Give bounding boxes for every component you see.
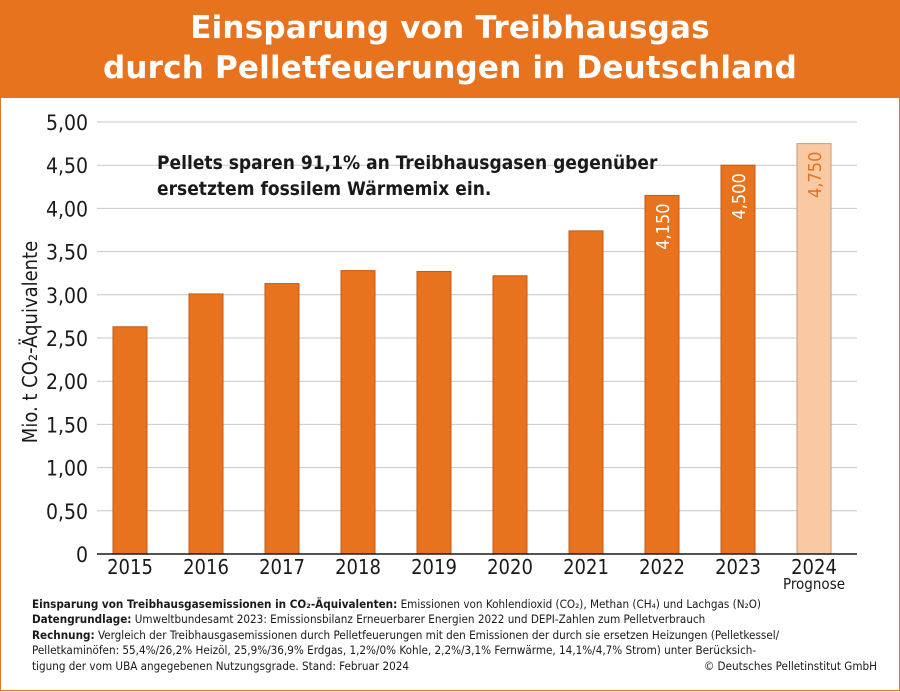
x-tick-label: 2020 xyxy=(487,555,533,579)
footer-line-3-heading: Rechnung: xyxy=(32,627,95,642)
y-tick-label: 0 xyxy=(76,543,88,567)
bar-value-label: 4,150 xyxy=(653,203,674,249)
x-tick-label: 2022 xyxy=(639,555,685,579)
x-tick-label: 2017 xyxy=(259,555,305,579)
bar xyxy=(644,194,680,555)
annotation-text: Pellets sparen 91,1% an Treibhausgasen g… xyxy=(157,152,658,174)
x-tick-label: 2016 xyxy=(183,555,229,579)
footer-line-3-text: Vergleich der Treibhausgasemissionen dur… xyxy=(94,627,780,642)
bar-forecast xyxy=(796,143,832,555)
x-tick-label: 2021 xyxy=(563,555,609,579)
bar xyxy=(492,275,528,555)
y-tick-label: 4,50 xyxy=(46,154,88,178)
copyright-notice: © Deutsches Pelletinstitut GmbH xyxy=(703,658,877,673)
bar xyxy=(264,283,300,555)
bar xyxy=(568,230,604,555)
bar xyxy=(416,270,452,555)
y-tick-label: 3,50 xyxy=(46,241,88,265)
footer-notes: Einsparung von Treibhausgasemissionen in… xyxy=(32,597,877,674)
footer-line-5: tigung der vom UBA angegebenen Nutzungsg… xyxy=(32,658,409,673)
footer-line-1: Einsparung von Treibhausgasemissionen in… xyxy=(32,597,877,612)
bar xyxy=(720,164,756,555)
chart-title-line-2: durch Pelletfeuerungen in Deutschland xyxy=(103,50,797,86)
bar xyxy=(340,270,376,555)
x-tick-sublabel: Prognose xyxy=(783,575,845,593)
x-tick-label: 2023 xyxy=(715,555,761,579)
bar-value-label: 4,500 xyxy=(729,173,750,219)
x-tick-label: 2019 xyxy=(411,555,457,579)
y-tick-label: 2,50 xyxy=(46,327,88,351)
y-tick-label: 2,00 xyxy=(46,370,88,394)
annotation-text: ersetztem fossilem Wärmemix ein. xyxy=(157,178,491,200)
y-tick-label: 5,00 xyxy=(46,111,88,135)
footer-line-4: Pelletkaminöfen: 55,4%/26,2% Heizöl, 25,… xyxy=(32,643,757,658)
footer-line-3: Rechnung: Vergleich der Treibhausgasemis… xyxy=(32,628,877,643)
x-tick-label: 2015 xyxy=(107,555,153,579)
y-tick-label: 1,50 xyxy=(46,413,88,437)
footer-line-2-text: Umweltbundesamt 2023: Emissionsbilanz Er… xyxy=(131,612,706,627)
bar xyxy=(188,293,224,555)
x-tick-label: 2018 xyxy=(335,555,381,579)
chart-title-line-1: Einsparung von Treibhausgas xyxy=(190,10,710,46)
footer-line-2-heading: Datengrundlage: xyxy=(32,612,132,627)
footer-line-2: Datengrundlage: Umweltbundesamt 2023: Em… xyxy=(32,612,877,627)
footer-line-1-text: Emissionen von Kohlendioxid (CO₂), Metha… xyxy=(397,597,761,611)
footer-line-1-heading: Einsparung von Treibhausgasemissionen in… xyxy=(32,597,398,611)
y-tick-label: 4,00 xyxy=(46,197,88,221)
x-tick-label: 2024 xyxy=(791,555,837,579)
chart-title-banner: Einsparung von Treibhausgas durch Pellet… xyxy=(0,0,900,98)
y-tick-label: 0,50 xyxy=(46,500,88,524)
y-tick-label: 3,00 xyxy=(46,284,88,308)
bar-chart: 0 0,50 1,00 1,50 2,00 2,50 3,00 3,50 4,00 4,50 5,0… xyxy=(18,111,857,593)
bar-value-label: 4,750 xyxy=(805,152,826,198)
y-tick-label: 1,00 xyxy=(46,457,88,481)
y-axis-label: Mio. t CO₂-Äquivalente xyxy=(18,241,42,443)
bar xyxy=(112,326,148,555)
